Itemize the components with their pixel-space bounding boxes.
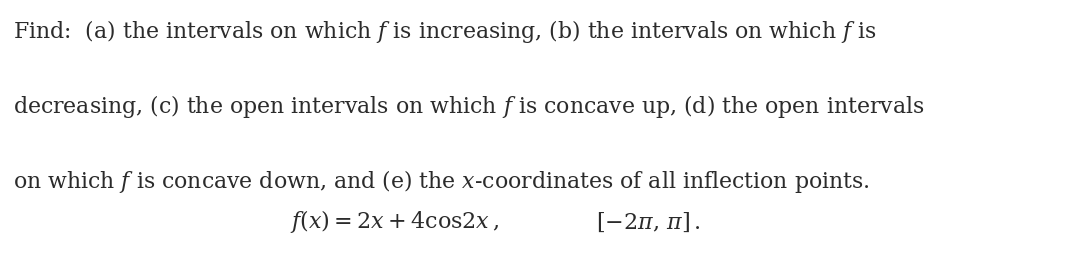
Text: $f(x) = 2x + 4\mathrm{cos}2x\,,$: $f(x) = 2x + 4\mathrm{cos}2x\,,$ — [289, 208, 499, 235]
Text: $[-2\pi,\,\pi]\,.$: $[-2\pi,\,\pi]\,.$ — [596, 210, 700, 233]
Text: on which $f$ is concave down, and (e) the $x$-coordinates of all inflection poin: on which $f$ is concave down, and (e) th… — [13, 168, 869, 195]
Text: Find:  (a) the intervals on which $f$ is increasing, (b) the intervals on which : Find: (a) the intervals on which $f$ is … — [13, 18, 877, 45]
Text: decreasing, (c) the open intervals on which $f$ is concave up, (d) the open inte: decreasing, (c) the open intervals on wh… — [13, 93, 924, 120]
